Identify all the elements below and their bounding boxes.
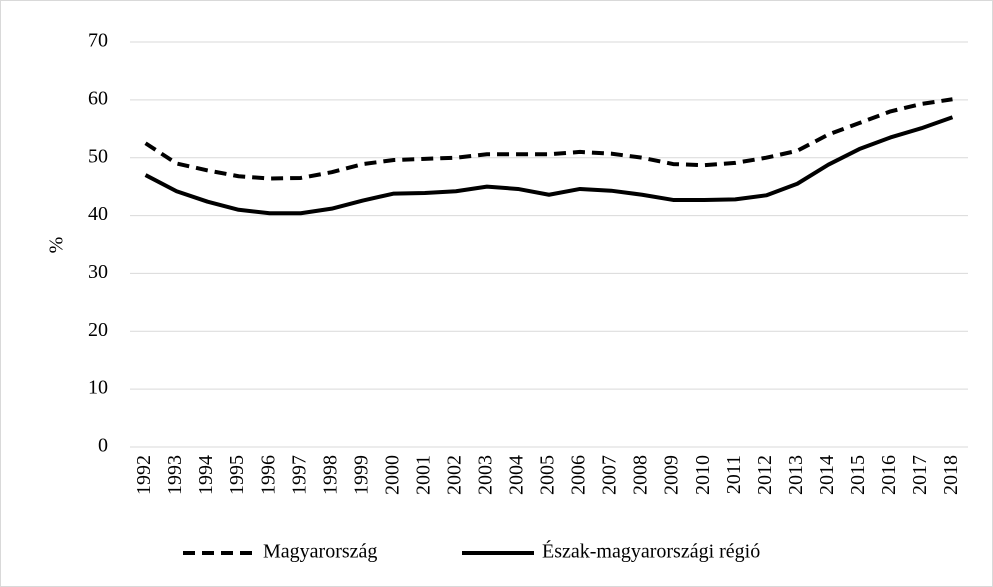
x-tick-label: 2003 (475, 455, 497, 495)
x-tick-label: 2002 (443, 455, 465, 495)
x-tick-label: 2012 (754, 455, 776, 495)
x-tick-label: 2007 (599, 455, 621, 495)
x-tick-label: 2010 (692, 455, 714, 495)
y-tick-label: 30 (88, 261, 108, 283)
legend-label: Magyarország (263, 541, 377, 563)
y-tick-label: 70 (88, 30, 108, 52)
x-tick-label: 2014 (816, 455, 838, 495)
x-tick-label: 2015 (847, 455, 869, 495)
x-tick-label: 2000 (381, 455, 403, 495)
x-tick-label: 1994 (195, 455, 217, 495)
x-tick-label: 2018 (940, 455, 962, 495)
x-tick-label: 2011 (723, 455, 745, 494)
x-tick-label: 1997 (288, 455, 310, 495)
x-tick-label: 1996 (257, 455, 279, 495)
x-tick-label: 2013 (785, 455, 807, 495)
y-tick-label: 40 (88, 203, 108, 225)
legend-label: Észak-magyarországi régió (542, 540, 760, 563)
line-series (144, 97, 953, 181)
x-tick-label: 1999 (350, 455, 372, 495)
x-tick-label: 2009 (661, 455, 683, 495)
x-tick-label: 1992 (133, 455, 155, 495)
x-tick-label: 1993 (164, 455, 186, 495)
y-tick-label: 10 (88, 377, 108, 399)
x-tick-label: 2008 (630, 455, 652, 495)
x-tick-label: 2005 (537, 455, 559, 495)
x-tick-label: 2001 (412, 455, 434, 495)
y-tick-label: 50 (88, 145, 108, 167)
x-tick-label: 2017 (909, 455, 931, 495)
y-tick-label: 60 (88, 87, 108, 109)
x-tick-label: 2016 (878, 455, 900, 495)
x-tick-label: 2006 (568, 455, 590, 495)
y-axis-label: % (46, 237, 68, 254)
y-tick-label: 0 (98, 435, 108, 457)
y-tick-label: 20 (88, 319, 108, 341)
line-series (144, 115, 954, 216)
x-tick-label: 1995 (226, 455, 248, 495)
x-tick-label: 2004 (506, 455, 528, 495)
x-tick-label: 1998 (319, 455, 341, 495)
